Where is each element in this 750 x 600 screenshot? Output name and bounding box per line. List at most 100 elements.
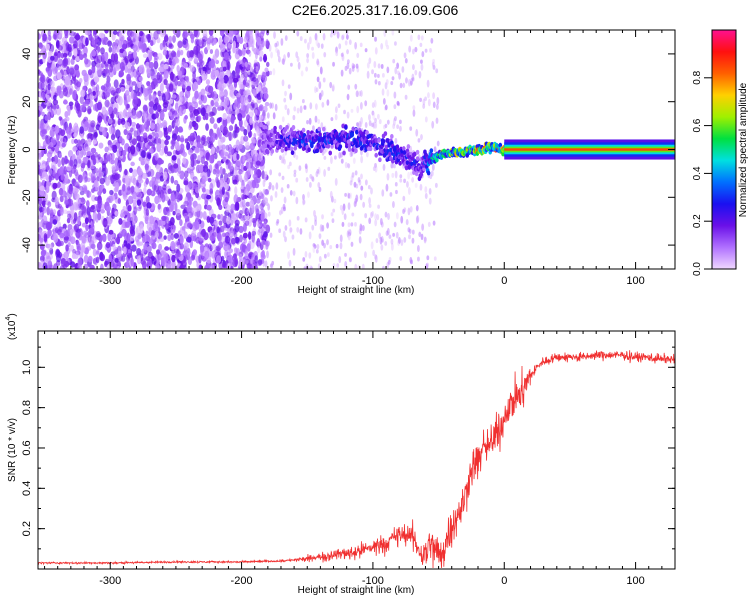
heatmap-cell — [412, 105, 416, 110]
heatmap-cell — [377, 73, 380, 79]
heatmap-cell — [185, 75, 190, 83]
heatmap-cell — [407, 186, 411, 195]
heatmap-cell — [235, 160, 241, 168]
heatmap-cell — [262, 222, 267, 229]
heatmap-cell — [122, 150, 126, 157]
heatmap-cell — [159, 111, 165, 119]
heatmap-cell — [140, 140, 145, 149]
heatmap-cell — [387, 260, 391, 265]
heatmap-cell — [356, 105, 360, 114]
heatmap-cell — [159, 237, 165, 242]
heatmap-cell — [161, 93, 166, 102]
heatmap-cell — [62, 263, 68, 269]
heatmap-cell — [52, 182, 58, 189]
heatmap-cell — [42, 250, 47, 255]
heatmap-cell — [263, 56, 268, 62]
heatmap-cell — [145, 61, 150, 69]
heatmap-cell — [326, 143, 331, 149]
snr-scale-prefix: (x10 — [7, 320, 18, 340]
heatmap-cell — [38, 122, 41, 129]
heatmap-cell — [206, 44, 211, 51]
heatmap-cell — [171, 254, 176, 263]
heatmap-cell — [67, 43, 72, 52]
heatmap-cell — [435, 157, 439, 163]
heatmap-cell — [172, 30, 178, 36]
heatmap-cell — [300, 70, 304, 77]
heatmap-cell — [82, 230, 88, 237]
heatmap-cell — [45, 255, 52, 265]
heatmap-cell — [148, 61, 155, 69]
heatmap-cell — [152, 103, 158, 111]
heatmap-cell — [138, 64, 143, 74]
heatmap-cell — [189, 120, 193, 129]
heatmap-cell — [148, 93, 152, 102]
heatmap-cell — [406, 144, 411, 149]
snr-x-axis-label: Height of straight line (km) — [298, 585, 415, 596]
heatmap-cell — [235, 68, 240, 76]
heatmap-cell — [250, 256, 254, 265]
heatmap-cell — [399, 174, 403, 179]
heatmap-cell — [102, 217, 108, 228]
heatmap-cell — [378, 157, 382, 163]
heatmap-cell — [271, 184, 275, 191]
heatmap-cell — [146, 202, 152, 209]
heatmap-cell — [142, 201, 147, 208]
heatmap-cell — [162, 49, 168, 56]
heatmap-cell — [383, 124, 386, 130]
heatmap-cell — [224, 96, 230, 107]
heatmap-cell — [268, 44, 272, 52]
heatmap-cell — [227, 61, 231, 71]
heatmap-cell — [83, 263, 89, 269]
heatmap-cell — [183, 212, 188, 219]
heatmap-cell — [118, 111, 124, 120]
heatmap-cell — [399, 256, 403, 261]
heatmap-cell — [359, 101, 363, 110]
heatmap-cell — [360, 185, 364, 191]
heatmap-cell — [197, 39, 203, 46]
heatmap-cell — [245, 172, 249, 178]
heatmap-cell — [238, 141, 243, 149]
heatmap-cell — [46, 206, 50, 216]
heatmap-cell — [255, 109, 261, 116]
heatmap-cell — [172, 88, 177, 95]
heatmap-cell — [46, 165, 50, 171]
heatmap-cell — [177, 250, 182, 258]
heatmap-cell — [219, 91, 225, 97]
heatmap-cell — [274, 191, 278, 198]
heatmap-cell — [398, 72, 402, 80]
heatmap-cell — [416, 214, 420, 223]
heatmap-cell — [422, 166, 426, 172]
heatmap-cell — [73, 168, 79, 177]
heatmap-cell — [135, 123, 141, 130]
heatmap-cell — [408, 234, 411, 240]
heatmap-cell — [91, 153, 96, 163]
heatmap-cell — [419, 183, 423, 191]
heatmap-cell — [102, 188, 107, 195]
heatmap-cell — [171, 228, 176, 234]
heatmap-cell — [329, 33, 333, 38]
heatmap-cell — [435, 68, 439, 74]
heatmap-cell — [211, 243, 217, 250]
heatmap-cell — [170, 240, 176, 251]
heatmap-cell — [194, 146, 200, 154]
heatmap-cell — [115, 181, 120, 191]
heatmap-cell — [167, 188, 172, 195]
heatmap-cell — [306, 129, 310, 135]
heatmap-cell — [73, 158, 78, 167]
heatmap-cell — [340, 158, 344, 164]
heatmap-cell — [164, 145, 168, 155]
heatmap-cell — [113, 79, 119, 88]
heatmap-cell — [240, 96, 243, 104]
heatmap-cell — [45, 94, 50, 100]
heatmap-cell — [428, 197, 432, 205]
heatmap-cell — [206, 204, 212, 211]
heatmap-cell — [192, 71, 196, 80]
heatmap-cell — [41, 129, 47, 135]
heatmap-cell — [45, 222, 52, 231]
heatmap-cell — [238, 174, 243, 182]
heatmap-cell — [243, 135, 249, 142]
heatmap-cell — [118, 250, 122, 256]
heatmap-cell — [219, 125, 224, 131]
heatmap-cell — [48, 34, 52, 42]
heatmap-cell — [136, 199, 142, 206]
